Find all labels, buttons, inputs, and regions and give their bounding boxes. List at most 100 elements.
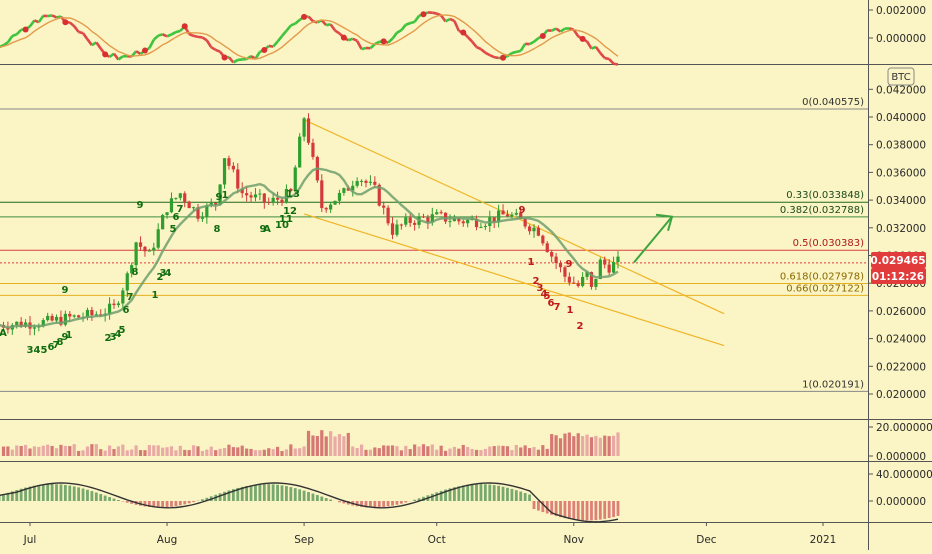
candle-body — [338, 193, 341, 201]
volume-bar — [33, 446, 36, 456]
macd-histogram-bar — [188, 501, 191, 503]
candle-body — [484, 226, 487, 227]
volume-bar — [188, 450, 191, 456]
countdown-label: 01:12:26 — [872, 271, 924, 283]
macd-histogram-bar — [603, 501, 606, 519]
candle-body — [466, 220, 469, 223]
candle-body — [572, 283, 575, 284]
volume-bar — [347, 433, 350, 456]
volume-bar — [37, 447, 40, 456]
macd-histogram-bar — [577, 501, 580, 520]
oscillator-cross-dot — [500, 55, 506, 61]
volume-bar — [572, 436, 575, 456]
candle-body — [245, 193, 248, 195]
macd-histogram-bar — [590, 501, 593, 520]
macd-histogram-bar — [533, 501, 536, 509]
macd-histogram-bar — [174, 501, 177, 506]
macd-histogram-bar — [99, 494, 102, 501]
volume-bar — [183, 450, 186, 456]
volume-bar — [519, 447, 522, 456]
volume-bar — [471, 449, 474, 456]
volume-bar — [333, 437, 336, 456]
macd-histogram-bar — [82, 489, 85, 501]
volume-bar — [126, 450, 129, 456]
candle-body — [121, 290, 124, 303]
price-tick-label: 0.034000 — [876, 195, 926, 207]
macd-histogram-bar — [170, 501, 173, 507]
volume-bar — [400, 450, 403, 456]
volume-bar — [417, 447, 420, 456]
volume-bar — [581, 436, 584, 456]
volume-bar — [404, 446, 407, 456]
candle-body — [422, 216, 425, 217]
macd-histogram-bar — [617, 501, 620, 516]
macd-histogram-bar — [537, 501, 540, 511]
macd-histogram-bar — [462, 485, 465, 501]
candle-body — [201, 217, 204, 219]
oscillator-segment — [176, 31, 180, 32]
volume-bar — [391, 445, 394, 456]
candle-body — [413, 223, 416, 225]
candle-body — [515, 213, 518, 215]
volume-bar — [205, 450, 208, 456]
macd-histogram-bar — [325, 498, 328, 501]
candle-body — [524, 219, 527, 227]
volume-bar — [325, 436, 328, 456]
candle-body — [325, 208, 328, 209]
volume-bar — [81, 450, 84, 456]
candle-body — [311, 143, 314, 157]
volume-bar — [42, 446, 45, 456]
candle-body — [73, 315, 76, 316]
volume-bar — [108, 445, 111, 456]
oscillator-cross-dot — [460, 30, 466, 36]
oscillator-cross-dot — [420, 11, 426, 17]
volume-bar — [148, 445, 151, 456]
volume-bar — [466, 447, 469, 456]
volume-bar — [55, 448, 58, 456]
volume-bar — [612, 436, 615, 456]
volume-bar — [298, 448, 301, 456]
volume-bar — [373, 447, 376, 456]
macd-histogram-bar — [272, 484, 275, 501]
macd-histogram-bar — [303, 491, 306, 501]
time-tick-label: Aug — [157, 534, 178, 546]
volume-bar — [351, 447, 354, 456]
volume-bar — [139, 450, 142, 456]
price-tick-label: 0.024000 — [876, 334, 926, 346]
volume-bar — [51, 446, 54, 456]
volume-bar — [289, 444, 292, 456]
candle-body — [108, 304, 111, 314]
volume-bar — [364, 450, 367, 456]
candle-body — [369, 182, 372, 183]
candle-body — [51, 316, 54, 321]
volume-bar — [475, 450, 478, 456]
volume-bar — [227, 445, 230, 456]
price-tick-label: 0.026000 — [876, 306, 926, 318]
candle-body — [528, 226, 531, 231]
volume-bar — [338, 434, 341, 456]
volume-bar — [435, 450, 438, 456]
fib-level-label: 0(0.040575) — [802, 97, 864, 108]
candle-body — [577, 283, 580, 286]
macd-histogram-bar — [285, 486, 288, 501]
macd-histogram-bar — [77, 487, 80, 501]
osc-tick-label: 0.002000 — [876, 5, 926, 17]
macd-histogram-bar — [166, 501, 169, 507]
volume-bar — [117, 446, 120, 456]
volume-bar — [559, 438, 562, 456]
macd-histogram-bar — [506, 488, 509, 501]
volume-bar — [285, 449, 288, 456]
candle-body — [391, 223, 394, 234]
volume-bar — [316, 436, 319, 456]
volume-bar — [135, 445, 138, 456]
oscillator-segment — [362, 48, 366, 49]
td-count-green: A — [263, 224, 271, 235]
macd-histogram-bar — [391, 501, 394, 506]
volume-bar — [73, 444, 76, 456]
td-count-green: 5 — [41, 345, 48, 356]
fib-level-label: 1(0.020191) — [802, 379, 864, 390]
volume-bar — [68, 446, 71, 456]
macd-histogram-bar — [581, 501, 584, 520]
macd-histogram-bar — [382, 501, 385, 507]
